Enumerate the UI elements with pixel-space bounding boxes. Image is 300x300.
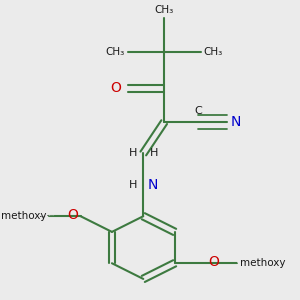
Text: methoxy: methoxy — [40, 216, 46, 217]
Text: CH₃: CH₃ — [106, 46, 125, 57]
Text: methoxy: methoxy — [46, 215, 53, 216]
Text: methoxy: methoxy — [1, 211, 46, 221]
Text: methoxy: methoxy — [49, 215, 56, 216]
Text: O: O — [208, 255, 220, 269]
Text: methoxy: methoxy — [40, 216, 46, 217]
Text: H: H — [128, 148, 137, 158]
Text: CH₃: CH₃ — [154, 5, 174, 15]
Text: O: O — [110, 81, 121, 95]
Text: H: H — [128, 180, 137, 190]
Text: CH₃: CH₃ — [203, 46, 223, 57]
Text: methoxy: methoxy — [237, 262, 244, 263]
Text: N: N — [148, 178, 158, 192]
Text: methoxy: methoxy — [240, 258, 286, 268]
Text: H: H — [150, 148, 158, 158]
Text: O: O — [67, 208, 78, 222]
Text: C: C — [194, 106, 202, 116]
Text: N: N — [231, 115, 241, 129]
